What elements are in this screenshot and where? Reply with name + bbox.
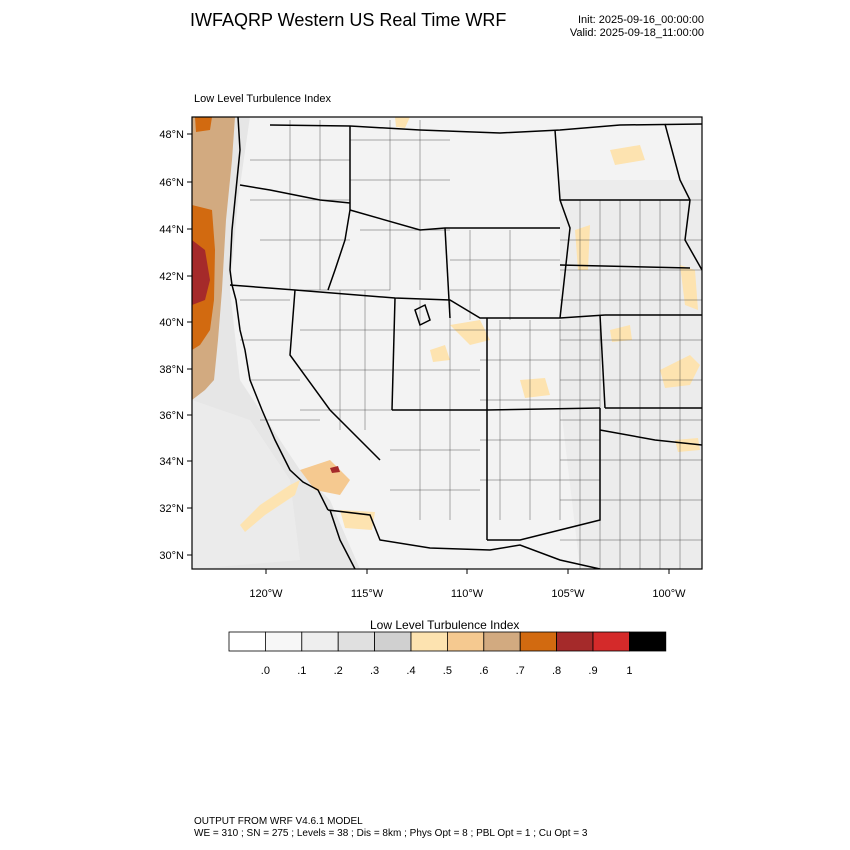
time-info: Init: 2025-09-16_00:00:00 Valid: 2025-09… [570, 14, 704, 40]
colorbar-label: .5 [443, 665, 452, 677]
colorbar-swatch [483, 631, 521, 652]
map-layers [192, 117, 702, 569]
wa-or-border [239, 184, 351, 204]
colorbar-label: .3 [370, 665, 379, 677]
nevada-ca [289, 289, 381, 461]
ok-patch [675, 438, 700, 452]
colorbar-swatch [556, 631, 594, 652]
lat-labels: 48°N 46°N 44°N 42°N 40°N 38°N 36°N 34°N … [159, 129, 184, 562]
wy-co [444, 227, 451, 319]
arizona-patch [430, 345, 450, 362]
state-borders [229, 117, 702, 569]
mn-border [664, 123, 702, 271]
colorbar-swatch [228, 631, 266, 652]
north-patch [395, 117, 410, 128]
lon-labels: 120°W 115°W 110°W 105°W 100°W [249, 588, 686, 600]
lat-label: 40°N [159, 317, 184, 329]
texas-patch [520, 378, 550, 398]
colorbar-label: .4 [406, 665, 415, 677]
colorbar-swatch [337, 631, 376, 652]
colorbar-swatch [592, 631, 630, 652]
ok-tx [599, 429, 702, 446]
colorbar-label: .9 [588, 665, 597, 677]
lat-label: 32°N [159, 503, 184, 515]
colorbar-swatch [301, 631, 339, 652]
lon-label: 100°W [652, 588, 686, 600]
colorbar-swatch [264, 631, 303, 652]
lat-label: 46°N [159, 177, 184, 189]
plot-title: Low Level Turbulence Index [194, 93, 331, 105]
mexico-border [327, 509, 601, 569]
lat-label: 44°N [159, 224, 184, 236]
ne-patch [610, 145, 645, 165]
sd-ne [559, 264, 691, 269]
map-frame [191, 116, 703, 570]
lat-label: 34°N [159, 456, 184, 468]
great-salt-lake [414, 303, 431, 327]
colorbar-labels: .0 .1 .2 .3 .4 .5 .6 .7 .8 .9 1 [261, 665, 633, 677]
co-ks [599, 314, 606, 409]
baja-coast [329, 509, 356, 569]
lat-label: 38°N [159, 364, 184, 376]
colorbar-label: .6 [479, 665, 488, 677]
coastal-band-red [192, 240, 210, 305]
mt-wy [349, 209, 560, 231]
lat-label: 36°N [159, 410, 184, 422]
lat-label: 30°N [159, 550, 184, 562]
lon-label: 110°W [451, 588, 484, 600]
colorado-patch [450, 320, 490, 345]
colorbar-swatch [374, 631, 412, 652]
colorbar-swatch [629, 631, 667, 652]
lat-label: 48°N [159, 129, 184, 141]
footer: OUTPUT FROM WRF V4.6.1 MODEL WE = 310 ; … [194, 816, 587, 840]
lat-ticks [187, 133, 192, 556]
colorbar-label: .8 [552, 665, 561, 677]
plains-patch [575, 225, 590, 270]
dakotas [554, 129, 571, 319]
lon-label: 105°W [551, 588, 585, 600]
coastal-band-orange-top [195, 117, 212, 132]
co-nm [486, 407, 601, 411]
ocean-light-patch [192, 400, 300, 569]
coastline [229, 117, 329, 511]
plains-shade [560, 180, 702, 569]
colorbar-title: Low Level Turbulence Index [370, 618, 520, 632]
colorbar [228, 631, 667, 652]
socal-patch [240, 480, 300, 532]
colorbar-swatch [519, 631, 558, 652]
footer-model: OUTPUT FROM WRF V4.6.1 MODEL [194, 816, 363, 827]
idaho-west [327, 126, 351, 291]
footer-settings: WE = 310 ; SN = 275 ; Levels = 38 ; Dis … [194, 828, 588, 839]
lon-label: 115°W [351, 588, 384, 600]
main-title: IWFAQRP Western US Real Time WRF [190, 10, 507, 30]
colorbar-label: .1 [297, 665, 306, 677]
colorbar-label: .2 [334, 665, 343, 677]
colorbar-label: .7 [516, 665, 525, 677]
sw-patch [610, 325, 632, 342]
lon-ticks [265, 569, 670, 574]
nv-ut [391, 297, 396, 411]
nm-tx [487, 408, 601, 541]
valid-time: Valid: 2025-09-18_11:00:00 [569, 27, 704, 39]
init-time: Init: 2025-09-16_00:00:00 [578, 14, 704, 26]
colorbar-label: 1 [626, 665, 632, 677]
colorbar-swatch [410, 631, 448, 652]
colorbar-label: .0 [261, 665, 270, 677]
colorbar-swatch [446, 631, 485, 652]
nebraska-patch [680, 265, 698, 310]
lat-label: 42°N [159, 271, 184, 283]
socal-red-dot [330, 466, 340, 473]
lon-label: 120°W [249, 588, 283, 600]
